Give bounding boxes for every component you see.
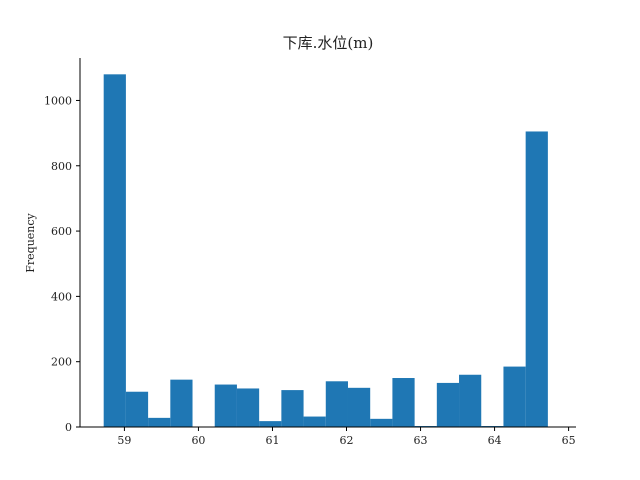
y-axis-ticks: 0 200 400 600 800 1000 (44, 94, 80, 434)
bars-group (103, 74, 548, 428)
x-tick-label: 63 (414, 434, 428, 447)
histogram-bar-7 (259, 421, 282, 427)
histogram-bar-3 (170, 379, 193, 427)
histogram-bar-9 (303, 416, 326, 427)
y-tick-label: 200 (51, 356, 72, 369)
histogram-bar-11 (347, 387, 371, 427)
y-tick-label: 400 (51, 290, 72, 303)
histogram-bar-12 (370, 418, 393, 427)
y-tick-label: 1000 (44, 94, 72, 107)
x-axis-ticks: 59 60 61 62 63 64 65 (117, 427, 576, 447)
y-tick-label: 600 (51, 225, 72, 238)
x-tick-label: 59 (117, 434, 131, 447)
histogram-bar-15 (436, 382, 460, 427)
x-tick-label: 64 (488, 434, 502, 447)
histogram-bar-19 (525, 131, 548, 427)
histogram-bar-18 (503, 366, 526, 427)
histogram-bar-0 (103, 74, 126, 428)
histogram-bar-10 (325, 381, 348, 427)
histogram-bar-6 (236, 388, 260, 427)
chart-title: 下库.水位(m) (283, 34, 374, 52)
y-axis-label: Frequency (24, 212, 37, 272)
histogram-bar-13 (392, 378, 415, 427)
y-tick-label: 800 (51, 160, 72, 173)
x-tick-label: 60 (191, 434, 205, 447)
histogram-bar-8 (281, 390, 304, 427)
x-tick-label: 65 (562, 434, 576, 447)
histogram-bar-5 (214, 384, 237, 427)
x-tick-label: 62 (340, 434, 354, 447)
histogram-bar-2 (148, 417, 171, 427)
x-tick-label: 61 (265, 434, 279, 447)
y-tick-label: 0 (65, 421, 72, 434)
histogram-bar-1 (125, 391, 149, 427)
histogram-bar-16 (459, 374, 482, 427)
